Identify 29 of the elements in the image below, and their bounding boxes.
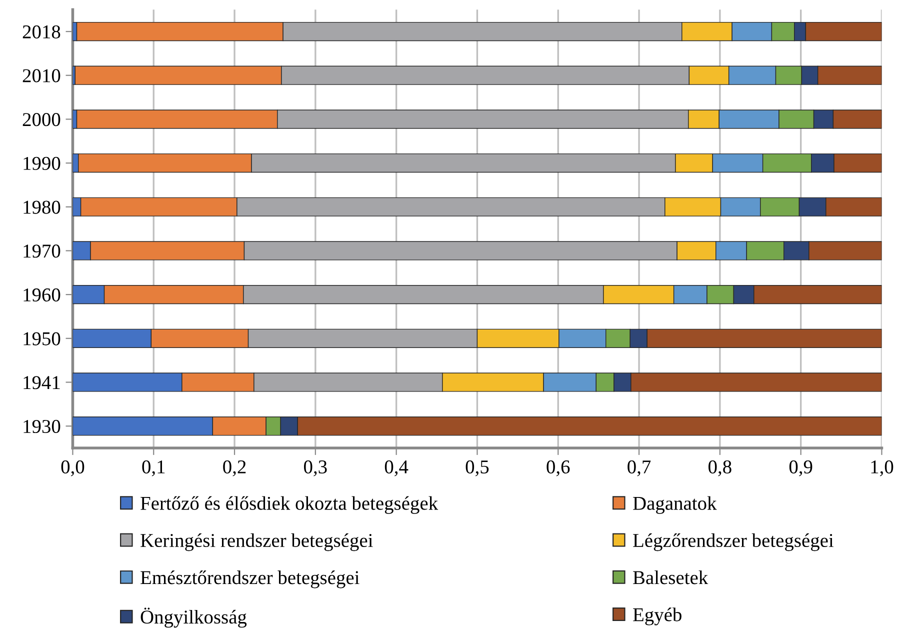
y-tick-label: 1960 <box>24 288 60 302</box>
y-tick-label: 2010 <box>22 69 60 82</box>
x-tick-label: 0,3 <box>304 460 327 476</box>
legend-label: Öngyilkosság <box>140 608 247 628</box>
y-tick-label: 1990 <box>24 156 60 170</box>
x-tick-label: 0,8 <box>708 460 732 476</box>
y-tick-label: 2018 <box>22 25 60 38</box>
legend-label: Balesetek <box>633 570 708 584</box>
legend-label: Keringési rendszer betegségei <box>140 533 373 552</box>
x-tick-label: 1,0 <box>871 460 894 476</box>
y-tick-label: 1941 <box>24 376 60 390</box>
x-tick-label: 0,0 <box>61 460 84 476</box>
y-tick-label: 1950 <box>24 332 60 346</box>
legend-label: Fertőző és élősdiek okozta betegségek <box>140 496 438 514</box>
y-tick-label: 1930 <box>24 420 60 434</box>
x-tick-label: 0,1 <box>142 460 165 476</box>
x-tick-label: 0,2 <box>223 460 246 476</box>
legend-label: Daganatok <box>633 496 717 514</box>
legend-label: Légzőrendszer betegségei <box>633 533 834 552</box>
x-tick-label: 0,5 <box>466 460 489 476</box>
y-tick-label: 1970 <box>24 244 60 258</box>
legend-label: Egyéb <box>633 608 682 626</box>
y-tick-label: 1980 <box>24 200 60 214</box>
x-tick-label: 0,4 <box>384 460 408 476</box>
legend-label: Emésztőrendszer betegségei <box>140 570 360 588</box>
x-tick-label: 0,6 <box>546 460 570 476</box>
y-tick-label: 2000 <box>22 113 60 126</box>
x-tick-label: 0,7 <box>628 460 651 476</box>
x-tick-label: 0,9 <box>789 460 812 476</box>
